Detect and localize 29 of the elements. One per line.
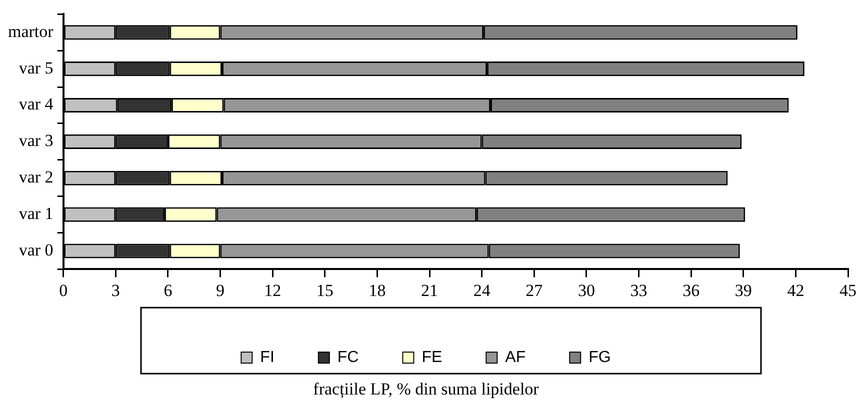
x-tick-label: 21 (421, 280, 438, 300)
legend-label: AF (505, 349, 526, 366)
x-tick-label: 45 (840, 280, 856, 300)
x-axis-title: fracțiile LP, % din suma lipidelor (313, 379, 540, 398)
x-tick-label: 9 (216, 280, 224, 300)
x-tick-label: 33 (630, 280, 648, 300)
x-tick-label: 6 (164, 280, 172, 300)
y-tick-label: var 0 (18, 240, 54, 260)
x-tick-label: 15 (316, 280, 334, 300)
x-tick-label: 18 (368, 280, 386, 300)
legend-label: FG (588, 349, 611, 366)
y-tick-label: var 4 (18, 94, 54, 114)
y-tick-label: var 5 (18, 58, 54, 78)
legend-label: FE (422, 349, 442, 366)
x-tick-label: 0 (59, 280, 68, 300)
x-tick-label: 24 (473, 280, 491, 300)
x-tick-label: 3 (111, 280, 120, 300)
y-tick-label: var 3 (18, 131, 54, 150)
y-tick-label: var 1 (18, 204, 54, 224)
x-tick-label: 39 (734, 280, 752, 300)
x-tick-label: 36 (682, 280, 700, 300)
y-tick-label: martor (8, 22, 54, 41)
legend-label: FI (260, 349, 274, 366)
legend-label: FC (337, 349, 359, 366)
x-tick-label: 12 (264, 280, 282, 300)
x-tick-label: 30 (578, 280, 595, 300)
x-tick-label: 27 (526, 280, 544, 300)
x-tick-label: 42 (787, 280, 804, 300)
y-tick-label: var 2 (18, 168, 54, 187)
